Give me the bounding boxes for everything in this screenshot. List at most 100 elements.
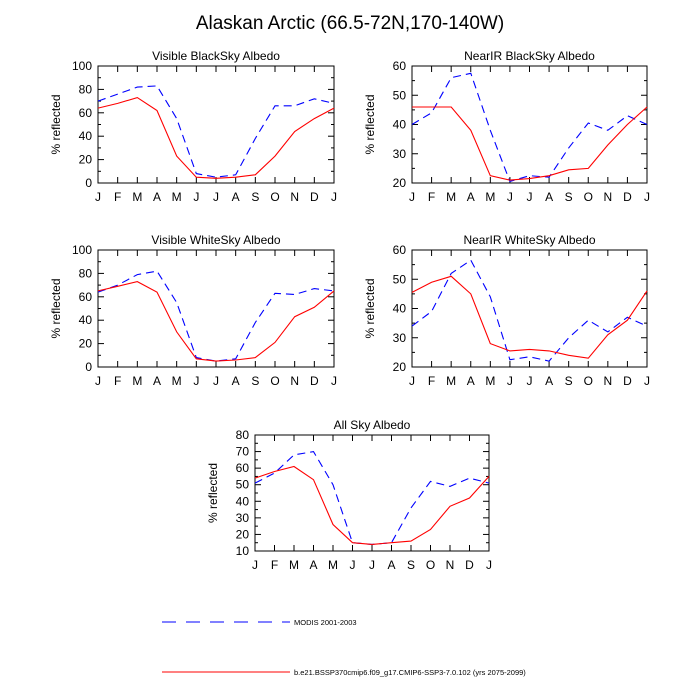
- x-tick-label: J: [507, 190, 513, 204]
- legend-label: b.e21.BSSP370cmip6.f09_g17.CMIP6-SSP3-7.…: [294, 668, 526, 677]
- panel-4: NearIR WhiteSky Albedo % reflected 20 30 40 5…: [363, 233, 650, 388]
- x-tick-label: J: [486, 558, 492, 572]
- y-tick-label: 50: [236, 478, 250, 492]
- x-tick-label: D: [310, 190, 319, 204]
- x-tick-label: A: [387, 558, 395, 572]
- y-tick-label: 100: [72, 59, 92, 73]
- y-tick-label: 50: [393, 88, 407, 102]
- x-tick-label: D: [310, 374, 319, 388]
- x-tick-label: O: [426, 558, 435, 572]
- panels: Visible BlackSky Albedo % reflected 0 20 40 6…: [49, 49, 650, 572]
- x-tick-label: M: [446, 190, 456, 204]
- series-line-modis: [97, 85, 335, 178]
- series-line-model: [412, 106, 648, 181]
- y-tick-label: 0: [85, 176, 92, 190]
- y-axis-label: % reflected: [206, 463, 220, 523]
- plot-frame: [411, 65, 648, 184]
- y-tick-label: 40: [236, 494, 250, 508]
- x-tick-label: F: [428, 374, 435, 388]
- x-tick-label: S: [251, 190, 259, 204]
- y-tick-label: 60: [393, 59, 407, 73]
- panel-title: Visible BlackSky Albedo: [152, 49, 280, 63]
- y-axis-label: % reflected: [363, 94, 377, 154]
- x-tick-label: J: [527, 374, 533, 388]
- x-tick-label: J: [507, 374, 513, 388]
- panel-title: NearIR BlackSky Albedo: [464, 49, 595, 63]
- y-tick-label: 30: [393, 331, 407, 345]
- x-tick-label: A: [545, 374, 553, 388]
- x-tick-label: N: [290, 190, 299, 204]
- x-tick-label: J: [527, 190, 533, 204]
- panel-3: Visible WhiteSky Albedo % reflected 0 20 40 6…: [49, 233, 337, 388]
- x-tick-label: M: [132, 374, 142, 388]
- y-tick-label: 60: [79, 290, 93, 304]
- x-tick-label: M: [289, 558, 299, 572]
- series-line-modis: [411, 72, 648, 183]
- series-line-model: [97, 281, 335, 362]
- x-tick-label: S: [565, 374, 573, 388]
- x-tick-label: F: [428, 190, 435, 204]
- series-line-model: [411, 275, 648, 359]
- x-tick-label: J: [213, 190, 219, 204]
- legend-label: MODIS 2001-2003: [294, 618, 357, 627]
- x-tick-label: F: [114, 190, 121, 204]
- y-tick-label: 30: [236, 511, 250, 525]
- x-tick-label: M: [485, 374, 495, 388]
- y-tick-label: 20: [393, 360, 407, 374]
- x-tick-label: D: [623, 190, 632, 204]
- x-tick-label: A: [153, 190, 161, 204]
- x-tick-label: N: [603, 190, 612, 204]
- y-tick-label: 60: [236, 461, 250, 475]
- x-tick-label: J: [193, 190, 199, 204]
- x-tick-label: J: [252, 558, 258, 572]
- x-tick-label: M: [172, 190, 182, 204]
- panel-2: NearIR BlackSky Albedo % reflected 20 30 40 5…: [363, 49, 650, 204]
- x-tick-label: J: [331, 190, 337, 204]
- x-tick-label: J: [369, 558, 375, 572]
- y-tick-label: 80: [79, 82, 93, 96]
- y-tick-label: 100: [72, 243, 92, 257]
- y-tick-label: 60: [393, 243, 407, 257]
- series-line-modis: [254, 450, 490, 545]
- y-axis-label: % reflected: [49, 278, 63, 338]
- x-tick-label: J: [644, 374, 650, 388]
- panel-1: Visible BlackSky Albedo % reflected 0 20 40 6…: [49, 49, 337, 204]
- x-tick-label: J: [350, 558, 356, 572]
- y-axis-label: % reflected: [363, 278, 377, 338]
- x-tick-label: A: [545, 190, 553, 204]
- x-tick-label: A: [232, 190, 240, 204]
- y-tick-label: 40: [79, 313, 93, 327]
- x-tick-label: A: [467, 374, 475, 388]
- series-line-modis: [97, 270, 335, 362]
- x-tick-label: A: [232, 374, 240, 388]
- y-tick-label: 40: [393, 118, 407, 132]
- y-tick-label: 20: [79, 337, 93, 351]
- x-tick-label: O: [584, 374, 593, 388]
- panel-title: NearIR WhiteSky Albedo: [463, 233, 595, 247]
- y-tick-label: 10: [236, 544, 250, 558]
- x-tick-label: A: [309, 558, 317, 572]
- x-tick-label: M: [446, 374, 456, 388]
- y-tick-label: 50: [393, 272, 407, 286]
- y-tick-label: 30: [393, 147, 407, 161]
- y-tick-label: 0: [85, 360, 92, 374]
- x-tick-label: J: [95, 374, 101, 388]
- x-tick-label: S: [565, 190, 573, 204]
- x-tick-label: O: [270, 374, 279, 388]
- x-tick-label: M: [485, 190, 495, 204]
- x-tick-label: J: [193, 374, 199, 388]
- x-tick-label: S: [251, 374, 259, 388]
- panel-title: All Sky Albedo: [334, 418, 411, 432]
- y-tick-label: 70: [236, 445, 250, 459]
- y-tick-label: 20: [393, 176, 407, 190]
- y-tick-label: 20: [236, 527, 250, 541]
- figure-title: Alaskan Arctic (66.5-72N,170-140W): [196, 13, 504, 34]
- plot-frame: [97, 249, 335, 368]
- x-tick-label: A: [153, 374, 161, 388]
- x-tick-label: D: [623, 374, 632, 388]
- plot-frame: [254, 434, 490, 552]
- x-tick-label: A: [467, 190, 475, 204]
- x-tick-label: J: [213, 374, 219, 388]
- plot-frame: [97, 65, 335, 184]
